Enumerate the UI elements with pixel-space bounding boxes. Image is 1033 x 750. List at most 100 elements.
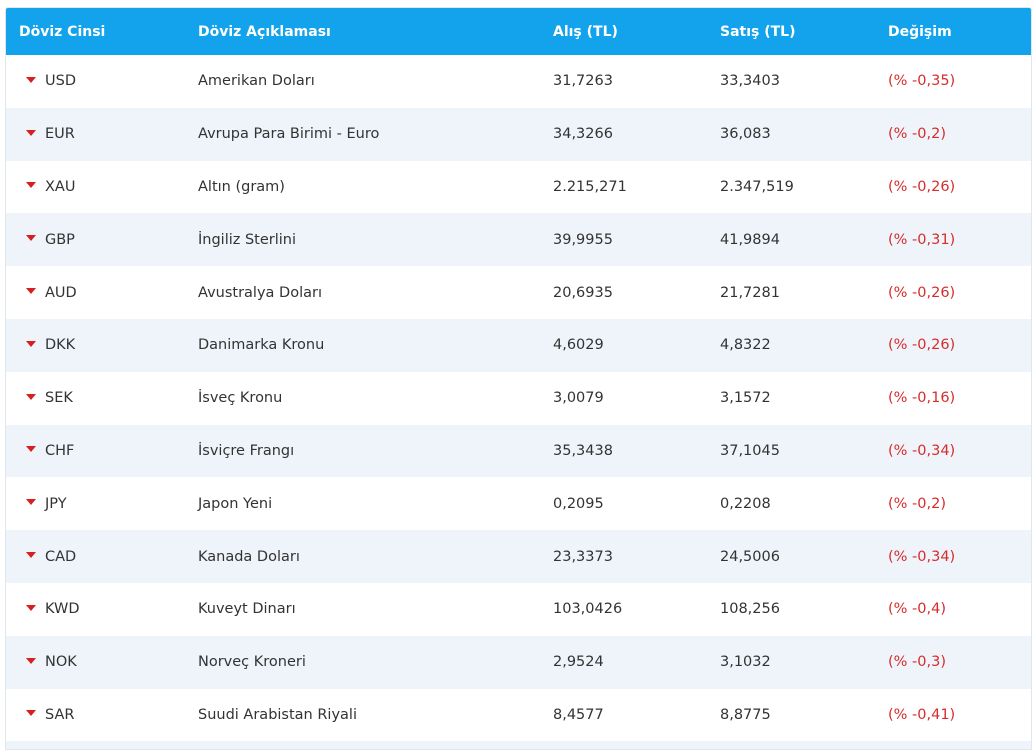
change-percent: (% -0,2) <box>888 126 946 143</box>
currency-description[interactable]: Kanada Doları <box>198 548 300 565</box>
change-percent: (% -0,34) <box>888 548 956 565</box>
currency-description[interactable]: Danimarka Kronu <box>198 337 325 354</box>
buy-price: 31,7263 <box>553 73 613 90</box>
change-percent: (% -0,16) <box>888 390 956 407</box>
currency-code[interactable]: GBP <box>45 231 75 248</box>
table-row[interactable]: XAU Altın (gram) 2.215,271 2.347,519 (% -0,2… <box>6 160 1031 214</box>
down-arrow-icon <box>26 657 36 664</box>
header-currency-description[interactable]: Döviz Açıklaması <box>198 23 331 40</box>
table-row[interactable]: EUR Avrupa Para Birimi - Euro 34,3266 36,08… <box>6 107 1031 161</box>
sell-price: 21,7281 <box>720 284 780 301</box>
currency-description[interactable]: Avustralya Doları <box>198 284 322 301</box>
currency-code-cell: DKK <box>19 319 75 372</box>
currency-description[interactable]: Japon Yeni <box>198 495 273 512</box>
currency-code-cell: NOK <box>19 636 77 689</box>
currency-description[interactable]: Altın (gram) <box>198 178 285 195</box>
currency-code[interactable]: USD <box>45 73 76 90</box>
table-header: Döviz Cinsi Döviz Açıklaması Alış (TL) S… <box>6 8 1031 55</box>
table-row[interactable]: DKK Danimarka Kronu 4,6029 4,8322 (% -0,26) <box>6 318 1031 372</box>
down-arrow-icon <box>26 288 36 295</box>
table-row[interactable]: SAR Suudi Arabistan Riyali 8,4577 8,8775 (% … <box>6 688 1031 742</box>
down-arrow-icon <box>26 235 36 242</box>
table-bottom-strip <box>6 741 1031 750</box>
down-arrow-icon <box>26 129 36 136</box>
currency-description[interactable]: İsveç Kronu <box>198 390 283 407</box>
currency-code-cell: CAD <box>19 530 76 583</box>
table-row[interactable]: GBP İngiliz Sterlini 39,9955 41,9894 (% -0,3… <box>6 213 1031 267</box>
down-arrow-icon <box>26 182 36 189</box>
currency-code-cell: SEK <box>19 372 73 425</box>
down-arrow-icon <box>26 710 36 717</box>
table-row[interactable]: CAD Kanada Doları 23,3373 24,5006 (% -0,34) <box>6 530 1031 583</box>
table-body: USD Amerikan Doları 31,7263 33,3403 (% -0,35… <box>6 55 1031 742</box>
change-percent: (% -0,2) <box>888 495 946 512</box>
currency-code-cell: EUR <box>19 108 75 161</box>
sell-price: 24,5006 <box>720 548 780 565</box>
currency-description[interactable]: Norveç Kroneri <box>198 654 306 671</box>
header-currency-code[interactable]: Döviz Cinsi <box>19 23 106 40</box>
currency-description[interactable]: Amerikan Doları <box>198 73 315 90</box>
currency-description[interactable]: Kuveyt Dinarı <box>198 601 296 618</box>
change-percent: (% -0,35) <box>888 73 956 90</box>
change-percent: (% -0,4) <box>888 601 946 618</box>
sell-price: 41,9894 <box>720 231 780 248</box>
change-percent: (% -0,31) <box>888 231 956 248</box>
buy-price: 103,0426 <box>553 601 623 618</box>
buy-price: 35,3438 <box>553 442 613 459</box>
down-arrow-icon <box>26 340 36 347</box>
down-arrow-icon <box>26 604 36 611</box>
header-change[interactable]: Değişim <box>888 23 952 40</box>
change-percent: (% -0,26) <box>888 337 956 354</box>
currency-code[interactable]: KWD <box>45 601 80 618</box>
currency-code[interactable]: XAU <box>45 178 76 195</box>
change-percent: (% -0,26) <box>888 284 956 301</box>
currency-code[interactable]: DKK <box>45 337 76 354</box>
buy-price: 23,3373 <box>553 548 613 565</box>
buy-price: 2,9524 <box>553 654 604 671</box>
currency-description[interactable]: İsviçre Frangı <box>198 442 295 459</box>
currency-code-cell: GBP <box>19 213 75 266</box>
currency-code[interactable]: SEK <box>45 390 73 407</box>
sell-price: 3,1032 <box>720 654 771 671</box>
table-row[interactable]: AUD Avustralya Doları 20,6935 21,7281 (% -0,… <box>6 266 1031 319</box>
header-buy-price[interactable]: Alış (TL) <box>553 23 618 40</box>
buy-price: 2.215,271 <box>553 178 627 195</box>
down-arrow-icon <box>26 446 36 453</box>
currency-code-cell: SAR <box>19 689 74 742</box>
table-row[interactable]: JPY Japon Yeni 0,2095 0,2208 (% -0,2) <box>6 477 1031 531</box>
sell-price: 36,083 <box>720 126 771 143</box>
currency-description[interactable]: İngiliz Sterlini <box>198 231 297 248</box>
change-percent: (% -0,34) <box>888 442 956 459</box>
buy-price: 8,4577 <box>553 706 604 723</box>
change-percent: (% -0,26) <box>888 178 956 195</box>
currency-code[interactable]: CHF <box>45 442 75 459</box>
currency-code[interactable]: NOK <box>45 654 77 671</box>
currency-description[interactable]: Suudi Arabistan Riyali <box>198 706 357 723</box>
sell-price: 2.347,519 <box>720 178 794 195</box>
down-arrow-icon <box>26 499 36 506</box>
currency-code-cell: KWD <box>19 583 80 636</box>
currency-code[interactable]: JPY <box>45 495 67 512</box>
buy-price: 39,9955 <box>553 231 613 248</box>
currency-description[interactable]: Avrupa Para Birimi - Euro <box>198 126 380 143</box>
currency-code[interactable]: EUR <box>45 126 75 143</box>
currency-code[interactable]: SAR <box>45 706 75 723</box>
table-row[interactable]: CHF İsviçre Frangı 35,3438 37,1045 (% -0,34) <box>6 424 1031 478</box>
down-arrow-icon <box>26 76 36 83</box>
table-row[interactable]: SEK İsveç Kronu 3,0079 3,1572 (% -0,16) <box>6 371 1031 425</box>
currency-code[interactable]: AUD <box>45 284 77 301</box>
table-row[interactable]: NOK Norveç Kroneri 2,9524 3,1032 (% -0,3) <box>6 635 1031 689</box>
sell-price: 8,8775 <box>720 706 771 723</box>
buy-price: 34,3266 <box>553 126 613 143</box>
sell-price: 33,3403 <box>720 73 780 90</box>
currency-code-cell: XAU <box>19 161 75 214</box>
table-row[interactable]: USD Amerikan Doları 31,7263 33,3403 (% -0,35… <box>6 55 1031 108</box>
header-sell-price[interactable]: Satış (TL) <box>720 23 796 40</box>
table-row[interactable]: KWD Kuveyt Dinarı 103,0426 108,256 (% -0,4) <box>6 582 1031 636</box>
buy-price: 0,2095 <box>553 495 604 512</box>
sell-price: 37,1045 <box>720 442 780 459</box>
currency-code-cell: USD <box>19 55 76 108</box>
sell-price: 4,8322 <box>720 337 771 354</box>
buy-price: 4,6029 <box>553 337 604 354</box>
currency-code[interactable]: CAD <box>45 548 77 565</box>
